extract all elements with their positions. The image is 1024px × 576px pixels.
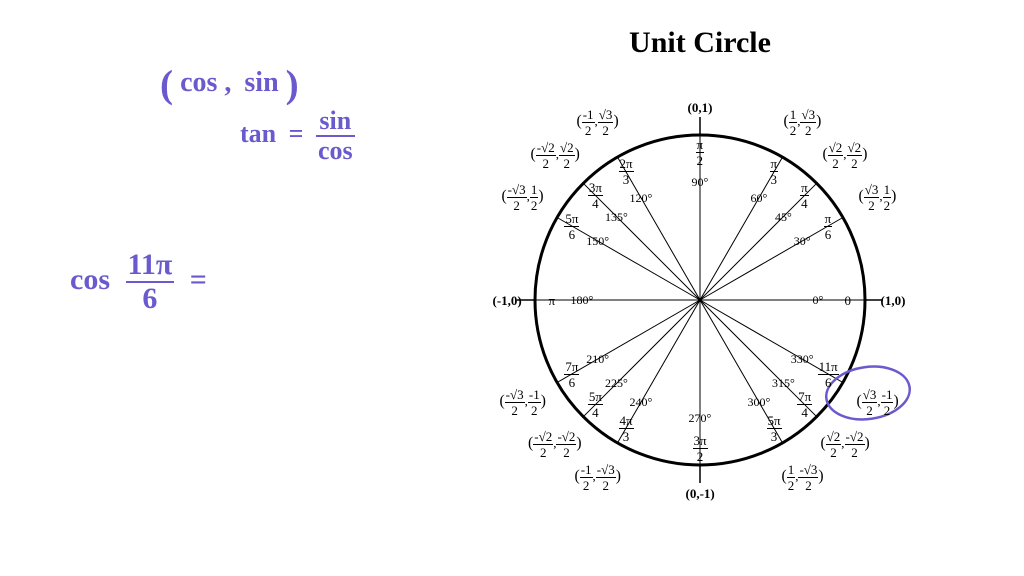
degree-label: 180° xyxy=(571,294,594,306)
radian-label: 3π2 xyxy=(693,434,708,463)
degree-label: 90° xyxy=(692,176,709,188)
radian-label: π4 xyxy=(800,181,809,210)
degree-label: 135° xyxy=(605,211,628,223)
radian-label: 2π3 xyxy=(619,157,634,186)
radian-label: π2 xyxy=(696,138,705,167)
coord-label: (-1,0) xyxy=(493,294,522,307)
coord-label: (-√22,-√22) xyxy=(528,430,582,459)
coord-label: (√22,√22) xyxy=(822,141,867,170)
coord-label: (√32,12) xyxy=(859,183,897,212)
degree-label: 210° xyxy=(586,353,609,365)
degree-label: 330° xyxy=(791,353,814,365)
coord-label: (12,-√32) xyxy=(782,463,824,492)
radian-label: 0 xyxy=(845,294,852,307)
coord-label: (-√22,√22) xyxy=(531,141,580,170)
coord-label: (√22,-√22) xyxy=(820,430,869,459)
radian-label: 5π6 xyxy=(564,212,579,241)
coord-label: (-12,-√32) xyxy=(575,463,621,492)
radian-label: 3π4 xyxy=(588,181,603,210)
degree-label: 60° xyxy=(751,192,768,204)
radian-label: π xyxy=(549,294,556,307)
coord-label: (1,0) xyxy=(881,294,906,307)
degree-label: 120° xyxy=(630,192,653,204)
coord-label: (√32,-12) xyxy=(857,388,899,417)
radian-label: 11π6 xyxy=(818,360,839,389)
degree-label: 30° xyxy=(794,235,811,247)
degree-label: 45° xyxy=(775,211,792,223)
stage: ( cos , sin ) tan = sin cos cos 11π 6 = … xyxy=(0,0,1024,576)
degree-label: 315° xyxy=(772,377,795,389)
degree-label: 270° xyxy=(689,412,712,424)
radian-label: π3 xyxy=(770,157,779,186)
radian-label: 5π3 xyxy=(767,414,782,443)
radian-label: 5π4 xyxy=(588,390,603,419)
radian-label: 7π6 xyxy=(564,360,579,389)
degree-label: 150° xyxy=(586,235,609,247)
degree-label: 0° xyxy=(813,294,824,306)
coord-label: (0,-1) xyxy=(686,487,715,500)
degree-label: 225° xyxy=(605,377,628,389)
coord-label: (0,1) xyxy=(688,101,713,114)
radian-label: π6 xyxy=(824,212,833,241)
coord-label: (-√32,12) xyxy=(501,183,543,212)
degree-label: 240° xyxy=(630,396,653,408)
unit-circle-svg xyxy=(0,0,1024,576)
coord-label: (-12,√32) xyxy=(577,108,619,137)
radian-label: 7π4 xyxy=(797,390,812,419)
coord-label: (12,√32) xyxy=(784,108,822,137)
degree-label: 300° xyxy=(748,396,771,408)
radian-label: 4π3 xyxy=(619,414,634,443)
coord-label: (-√32,-12) xyxy=(499,388,545,417)
